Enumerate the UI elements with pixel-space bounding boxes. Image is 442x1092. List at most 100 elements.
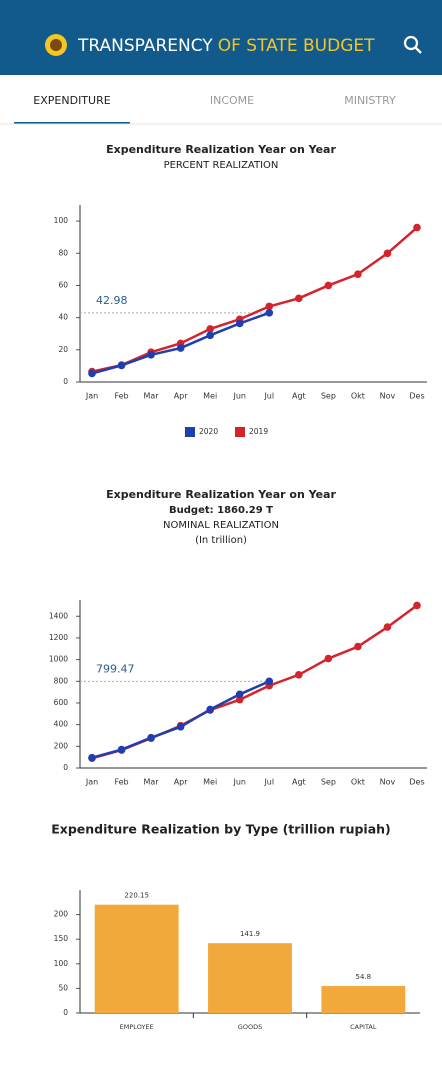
x-tick-label: Jul [263, 392, 274, 401]
chart-subtitle: PERCENT REALIZATION [164, 160, 279, 171]
x-tick-label: CAPITAL [350, 1023, 377, 1031]
y-tick-label: 0 [63, 763, 68, 772]
point [413, 602, 421, 610]
value-label: 220.15 [124, 892, 149, 900]
tab[interactable]: EXPENDITURE [33, 94, 110, 107]
y-tick-label: 1200 [49, 633, 68, 642]
point [325, 282, 333, 290]
point [295, 295, 303, 303]
series-line [92, 228, 417, 372]
x-tick-label: Feb [114, 392, 128, 401]
x-tick-label: Agt [292, 392, 306, 401]
logo-inner [50, 39, 62, 51]
y-tick-label: 40 [58, 313, 68, 322]
y-tick-label: 200 [54, 910, 69, 919]
value-label: 54.8 [356, 973, 372, 981]
point [413, 224, 421, 232]
y-tick-label: 50 [58, 983, 68, 992]
x-tick-label: Sep [321, 778, 336, 787]
legend-swatch [235, 427, 245, 437]
point [147, 351, 155, 359]
point [265, 678, 273, 686]
annotation-label: 799.47 [96, 662, 135, 675]
y-tick-label: 0 [63, 1008, 68, 1017]
y-tick-label: 60 [58, 280, 68, 289]
charts: Expenditure Realization Year on Year PERC… [49, 143, 427, 1031]
x-tick-label: Agt [292, 778, 306, 787]
bar [95, 905, 179, 1013]
x-tick-label: Jul [263, 778, 274, 787]
legend-label: 2019 [249, 427, 268, 436]
x-tick-label: EMPLOYEE [120, 1023, 154, 1031]
y-tick-label: 200 [54, 741, 69, 750]
point [206, 706, 214, 714]
x-tick-label: Des [409, 392, 424, 401]
point [384, 249, 392, 257]
point [354, 643, 362, 651]
point [88, 754, 96, 762]
tab[interactable]: INCOME [210, 94, 254, 107]
x-tick-label: Nov [380, 778, 396, 787]
point [177, 723, 185, 731]
chart-subtitle: NOMINAL REALIZATION [163, 520, 279, 531]
x-tick-label: Jan [85, 778, 98, 787]
y-tick-label: 100 [54, 216, 69, 225]
x-tick-label: Jun [232, 778, 246, 787]
legend-label: 2020 [199, 427, 218, 436]
x-tick-label: Mei [203, 778, 217, 787]
chart-subtitle: (In trillion) [195, 535, 247, 546]
y-tick-label: 100 [54, 959, 69, 968]
y-tick-label: 80 [58, 248, 68, 257]
point [236, 320, 244, 328]
x-tick-label: Des [409, 778, 424, 787]
point [88, 370, 96, 378]
tab-bar: EXPENDITURE INCOME MINISTRY [0, 94, 442, 124]
x-tick-label: Mar [144, 392, 160, 401]
bar [208, 943, 292, 1013]
x-tick-label: Mar [144, 778, 160, 787]
legend-swatch [185, 427, 195, 437]
point [325, 655, 333, 663]
page: TRANSPARENCYOF STATE BUDGET EXPENDITURE I… [0, 0, 442, 1088]
tab[interactable]: MINISTRY [344, 94, 396, 107]
title-part2: OF STATE BUDGET [218, 36, 375, 56]
bar [321, 986, 405, 1013]
point [265, 309, 273, 317]
x-tick-label: Mei [203, 392, 217, 401]
point [295, 671, 303, 679]
x-tick-label: Apr [174, 778, 189, 787]
screen: TRANSPARENCYOF STATE BUDGET EXPENDITURE I… [0, 0, 442, 1088]
y-tick-label: 0 [63, 377, 68, 386]
x-tick-label: Okt [351, 392, 365, 401]
y-tick-label: 150 [54, 934, 69, 943]
x-tick-label: Nov [380, 392, 396, 401]
y-tick-label: 1400 [49, 611, 68, 620]
x-tick-label: Sep [321, 392, 336, 401]
chart-title: Expenditure Realization Year on Year [106, 488, 336, 501]
point [118, 746, 126, 754]
chart-title: Expenditure Realization by Type (trillio… [51, 822, 391, 837]
point [236, 690, 244, 698]
point [147, 734, 155, 742]
x-tick-label: Okt [351, 778, 365, 787]
title-part1: TRANSPARENCY [77, 36, 213, 56]
x-tick-label: Feb [114, 778, 128, 787]
annotation-label: 42.98 [96, 294, 128, 307]
x-tick-label: Apr [174, 392, 189, 401]
value-label: 141.9 [240, 930, 260, 938]
point [118, 362, 126, 370]
y-tick-label: 600 [54, 698, 69, 707]
y-tick-label: 400 [54, 720, 69, 729]
point [206, 332, 214, 340]
y-tick-label: 20 [58, 345, 68, 354]
point [265, 303, 273, 311]
y-tick-label: 800 [54, 676, 69, 685]
x-tick-label: Jun [232, 392, 246, 401]
point [384, 623, 392, 631]
point [354, 270, 362, 278]
y-tick-label: 1000 [49, 655, 68, 664]
chart-subtitle: Budget: 1860.29 T [169, 505, 273, 516]
x-tick-label: GOODS [238, 1023, 262, 1031]
x-tick-label: Jan [85, 392, 98, 401]
